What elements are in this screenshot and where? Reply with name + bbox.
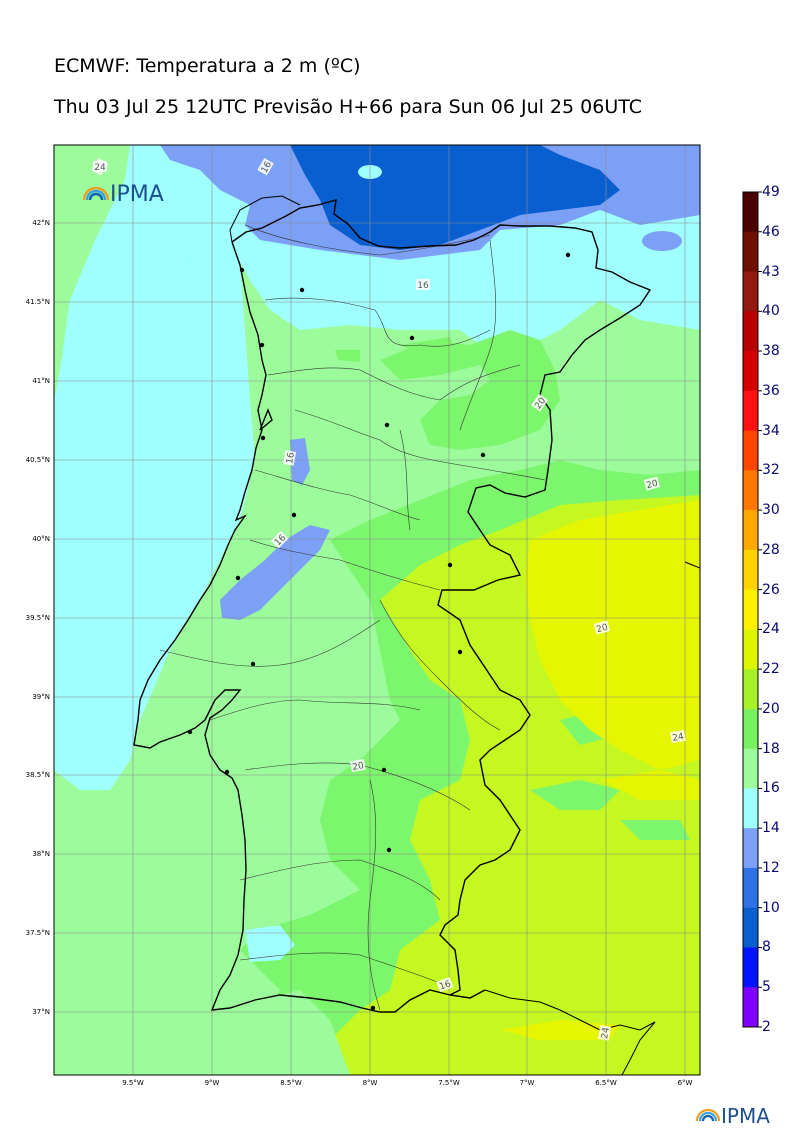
longitude-label: 8°W	[362, 1079, 378, 1087]
colorbar-label: 26	[762, 581, 780, 598]
colorbar-label: 2	[762, 1019, 771, 1035]
latitude-label: 38.5°N	[25, 771, 50, 779]
map-logo: IPMA	[82, 182, 164, 207]
country-outline	[133, 199, 652, 1013]
colorbar-swatch	[743, 629, 758, 670]
colorbar-swatch	[743, 788, 758, 829]
colorbar-swatch	[743, 311, 758, 352]
svg-text:20: 20	[352, 761, 365, 773]
colorbar-label: 18	[762, 740, 780, 757]
svg-text:20: 20	[595, 623, 609, 636]
temperature-field	[54, 145, 700, 1075]
colorbar-label: 30	[762, 502, 780, 519]
contour-label: 20	[643, 476, 661, 492]
colorbar-swatch	[743, 390, 758, 432]
contour-label: 24	[670, 729, 686, 744]
latitude-label: 41°N	[32, 377, 50, 385]
colorbar-label: 20	[762, 700, 780, 717]
svg-text:16: 16	[285, 451, 297, 464]
colorbar-swatch	[743, 430, 758, 471]
svg-text:16: 16	[417, 281, 429, 291]
colorbar-label: 28	[762, 541, 780, 558]
contour-label: 20	[593, 620, 611, 636]
colorbar-swatch	[743, 549, 758, 591]
field-14-16-coastal	[220, 525, 330, 620]
svg-text:20: 20	[645, 479, 659, 492]
colorbar-label: 38	[762, 343, 780, 360]
latitude-label: 39°N	[32, 693, 50, 701]
colorbar-label: 16	[762, 780, 780, 797]
field-16-18-ocean	[54, 145, 255, 790]
longitude-label: 7°W	[519, 1079, 535, 1087]
colorbar-swatch	[743, 748, 758, 789]
field-20-22-north-inland	[380, 330, 560, 450]
colorbar-swatch	[743, 470, 758, 511]
colorbar-swatch	[743, 589, 758, 630]
colorbar-swatch	[743, 351, 758, 392]
field-24-26-east	[525, 500, 700, 770]
map-subtitle: Thu 03 Jul 25 12UTC Previsão H+66 para S…	[54, 96, 642, 118]
contour-label: 20	[350, 758, 366, 773]
latitude-label: 40°N	[32, 535, 50, 543]
latitude-label: 39.5°N	[25, 614, 50, 622]
colorbar-swatch	[743, 907, 758, 948]
longitude-label: 6°W	[677, 1079, 693, 1087]
longitude-label: 9.5°W	[122, 1079, 144, 1087]
footer-logo: IPMA	[695, 1104, 770, 1128]
colorbar-swatch	[743, 271, 758, 312]
colorbar-swatch	[743, 828, 758, 869]
footer-logo-text: IPMA	[721, 1104, 770, 1128]
colorbar-swatch	[743, 867, 758, 909]
contour-label: 24	[597, 1025, 612, 1041]
colorbar-label: 22	[762, 661, 780, 678]
contour-label: 24	[93, 161, 107, 173]
longitude-label: 8.5°W	[280, 1079, 302, 1087]
colorbar-label: 46	[762, 223, 780, 240]
map-title: ECMWF: Temperatura a 2 m (ºC)	[54, 55, 361, 77]
colorbar	[742, 191, 762, 1028]
colorbar-swatch	[743, 192, 758, 233]
longitude-label: 9°W	[204, 1079, 220, 1087]
colorbar-label: 40	[762, 303, 780, 320]
colorbar-label: 49	[762, 184, 780, 200]
colorbar-swatch	[743, 231, 758, 273]
colorbar-swatch	[743, 708, 758, 750]
colorbar-label: 8	[762, 939, 771, 956]
map-frame	[53, 144, 701, 1076]
latitude-label: 37.5°N	[25, 929, 50, 937]
contour-labels: 16161616161620202020242424	[91, 157, 686, 1041]
colorbar-label: 36	[762, 382, 780, 399]
colorbar-label: 43	[762, 263, 780, 280]
latitude-label: 40.5°N	[25, 456, 50, 464]
colorbar-swatch	[743, 669, 758, 710]
latitude-label: 38°N	[32, 850, 50, 858]
field-18-20-far-west	[54, 145, 130, 400]
svg-text:24: 24	[600, 1026, 612, 1039]
colorbar-swatch	[743, 947, 758, 988]
longitude-label: 6.5°W	[595, 1079, 617, 1087]
svg-text:24: 24	[94, 163, 106, 173]
colorbar-label: 12	[762, 859, 780, 876]
map-logo-text: IPMA	[110, 182, 164, 207]
colorbar-label: 10	[762, 899, 780, 916]
colorbar-label: 14	[762, 820, 780, 837]
latitude-label: 42°N	[32, 219, 50, 227]
svg-text:16: 16	[438, 979, 452, 992]
latitude-label: 41.5°N	[25, 298, 50, 306]
latitude-label: 37°N	[32, 1008, 50, 1016]
colorbar-label: 32	[762, 462, 780, 479]
graticule	[54, 145, 700, 1075]
colorbar-label: 34	[762, 422, 780, 439]
colorbar-swatch	[743, 510, 758, 551]
svg-text:24: 24	[672, 732, 685, 744]
longitude-label: 7.5°W	[438, 1079, 460, 1087]
colorbar-label: 24	[762, 621, 780, 638]
contour-label: 16	[416, 279, 430, 291]
city-markers	[187, 252, 571, 1011]
contour-label: 16	[282, 450, 297, 466]
contour-label: 16	[436, 976, 454, 993]
colorbar-label: 5	[762, 979, 771, 996]
colorbar-swatch	[743, 987, 758, 1028]
